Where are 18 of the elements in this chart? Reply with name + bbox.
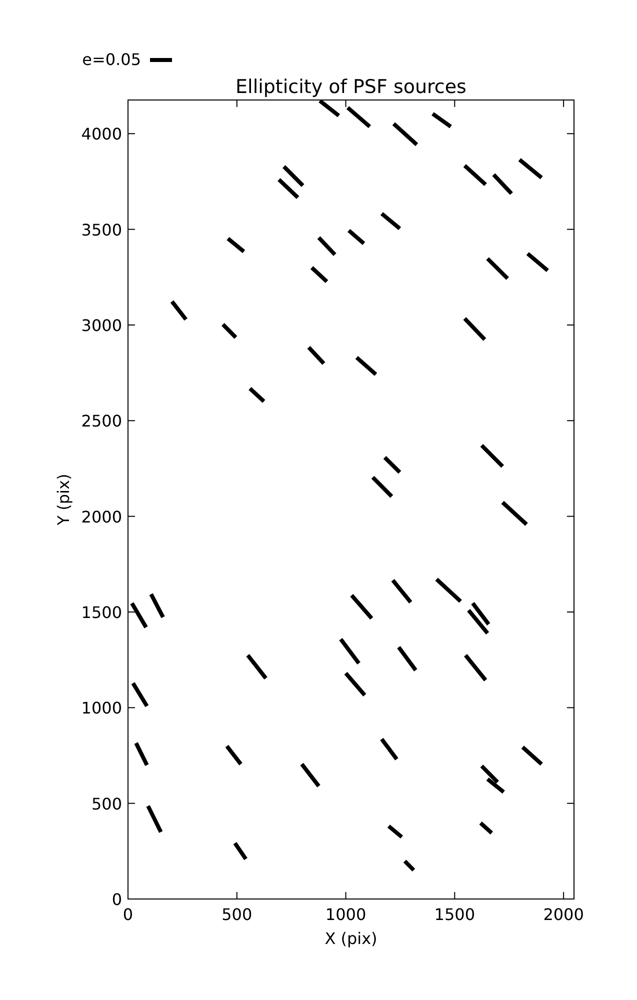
text: e=0.05 — [82, 50, 141, 69]
y-tick-label: 0 — [112, 890, 122, 909]
x-axis-title: X (pix) — [324, 929, 378, 948]
x-tick-label: 1000 — [325, 905, 366, 924]
x-tick-label: 500 — [222, 905, 252, 924]
y-tick-label: 1500 — [81, 603, 122, 622]
y-tick-label: 4000 — [81, 124, 122, 144]
chart-title: Ellipticity of PSF sources — [236, 76, 466, 98]
x-tick-label: 2000 — [543, 905, 584, 924]
y-axis-title: Y (pix) — [54, 474, 73, 526]
y-tick-label: 2000 — [81, 507, 122, 526]
y-tick-label: 3000 — [81, 316, 122, 336]
y-tick-label: 500 — [91, 794, 122, 814]
y-tick-label: 2500 — [81, 412, 122, 431]
y-tick-label: 1000 — [81, 698, 122, 718]
x-tick-label: 1500 — [434, 905, 476, 924]
y-tick-label: 3500 — [81, 220, 122, 240]
x-tick-label: 0 — [122, 905, 134, 924]
